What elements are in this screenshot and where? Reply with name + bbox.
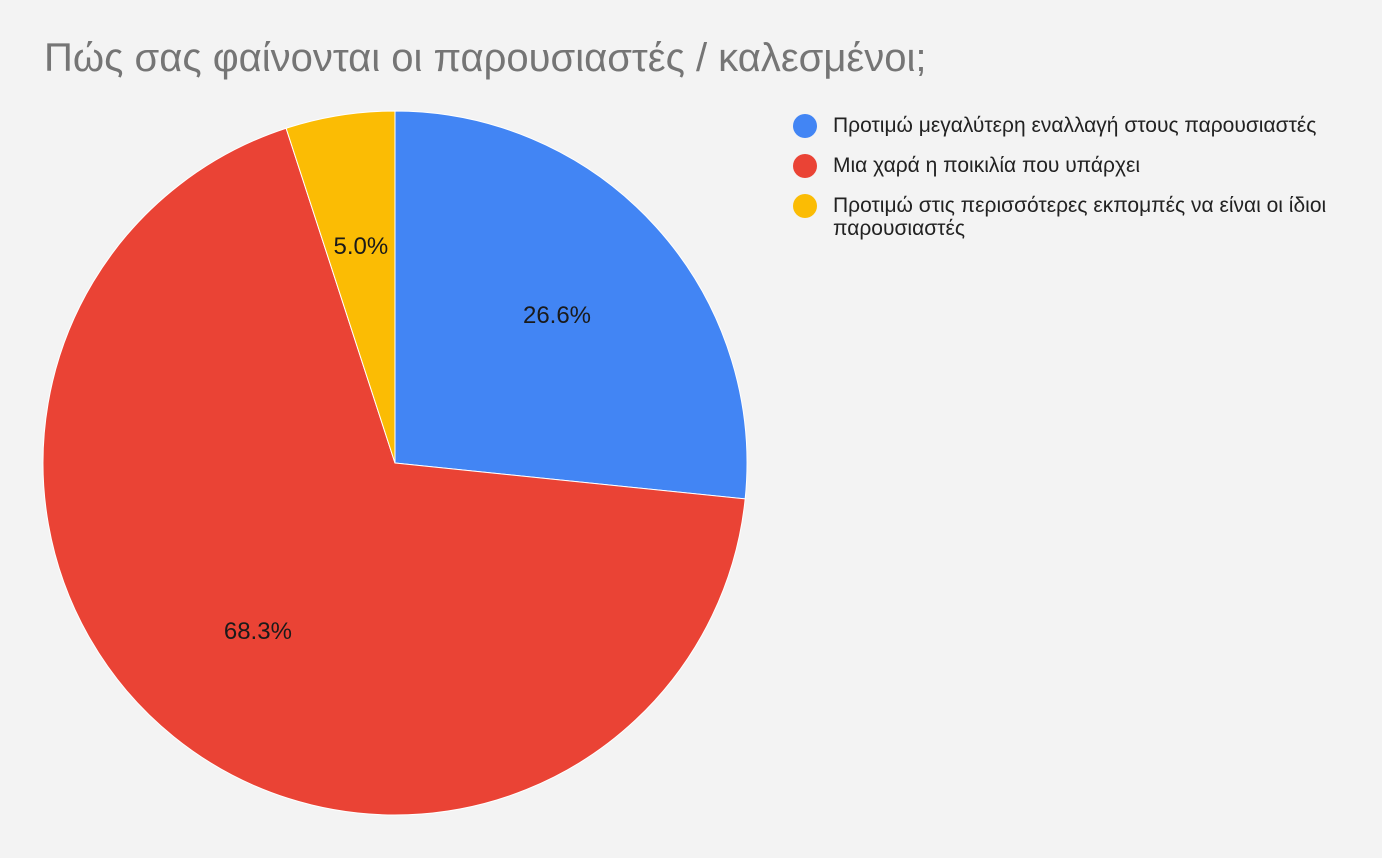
legend-swatch (793, 114, 817, 138)
legend-label: Προτιμώ μεγαλύτερη εναλλαγή στους παρουσ… (833, 114, 1317, 137)
pie-slice-labels: 26.6% 68.3% 5.0% (224, 233, 591, 645)
slice-value-label-1: 26.6% (523, 302, 591, 329)
legend-item-1[interactable]: Προτιμώ μεγαλύτερη εναλλαγή στους παρουσ… (793, 114, 1353, 138)
pie-slices (42, 110, 748, 816)
chart-legend: Προτιμώ μεγαλύτερη εναλλαγή στους παρουσ… (793, 114, 1353, 256)
legend-label: Μια χαρά η ποικιλία που υπάρχει (833, 154, 1141, 177)
legend-label: Προτιμώ στις περισσότερες εκπομπές να εί… (833, 194, 1327, 240)
pie-slice-2[interactable] (42, 127, 746, 816)
legend-item-2[interactable]: Μια χαρά η ποικιλία που υπάρχει (793, 154, 1353, 178)
slice-value-label-2: 68.3% (224, 618, 292, 645)
legend-item-3[interactable]: Προτιμώ στις περισσότερες εκπομπές να εί… (793, 194, 1353, 240)
chart-title: Πώς σας φαίνονται οι παρουσιαστές / καλε… (44, 36, 927, 80)
slice-value-label-3: 5.0% (333, 233, 388, 260)
legend-swatch (793, 194, 817, 218)
legend-swatch (793, 154, 817, 178)
pie-slice-3[interactable] (285, 110, 396, 464)
pie-slice-1[interactable] (394, 110, 748, 500)
